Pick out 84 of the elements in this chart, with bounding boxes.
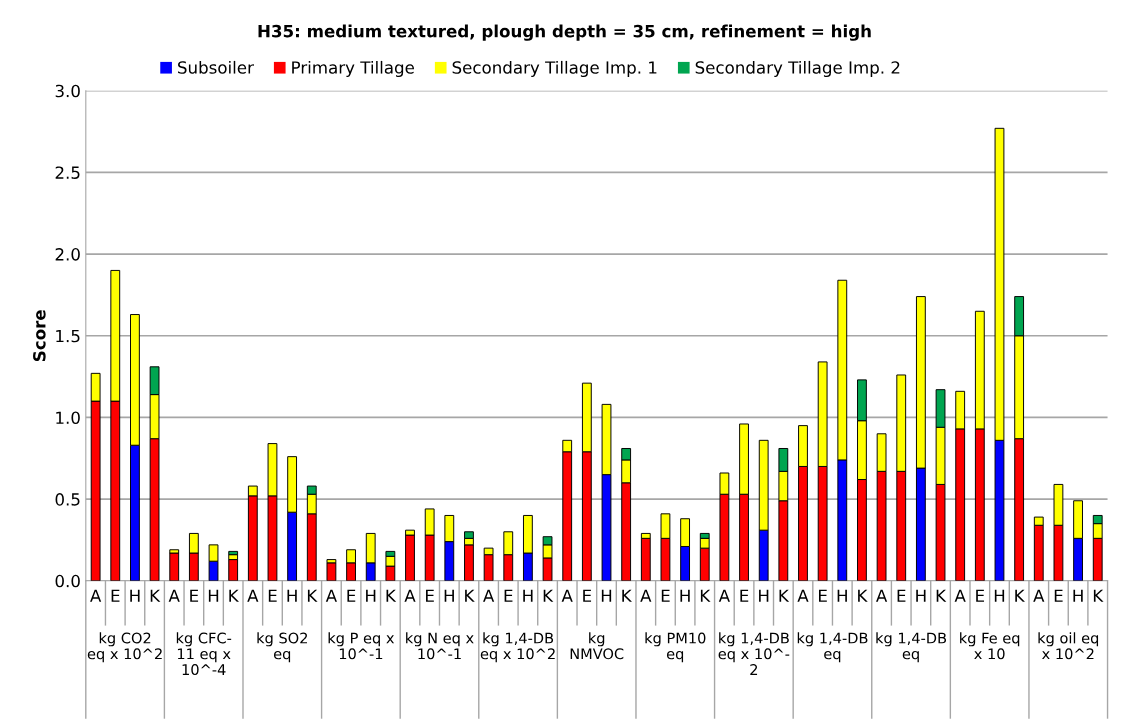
x-tick-label: A bbox=[483, 589, 495, 602]
x-tick-label: A bbox=[718, 589, 730, 602]
text: kg NMVOC bbox=[570, 632, 624, 660]
y-tick-label: 2.0 bbox=[55, 248, 80, 261]
x-tick-label: A bbox=[640, 589, 652, 602]
x-tick-label: E bbox=[268, 589, 277, 602]
x-tick-label: A bbox=[561, 589, 573, 602]
x-tick-label: H bbox=[601, 589, 612, 602]
legend-label: Primary Tillage bbox=[292, 60, 414, 78]
x-tick-label: K bbox=[622, 589, 632, 602]
x-tick-label: A bbox=[797, 589, 809, 602]
x-tick-label: K bbox=[543, 589, 554, 602]
text: kg oil eq x 10^2 bbox=[1038, 632, 1099, 660]
x-tick-label: E bbox=[976, 589, 985, 602]
text: kg 1,4-DB eq bbox=[797, 632, 868, 663]
legend-label: Subsoiler bbox=[178, 60, 254, 74]
x-tick-label: H bbox=[130, 589, 140, 602]
y-tick-label: 0.5 bbox=[55, 493, 80, 506]
x-tick-label: H bbox=[837, 589, 847, 602]
x-tick-label: H bbox=[680, 589, 690, 602]
x-tick-label: H bbox=[523, 589, 533, 602]
x-tick-label: A bbox=[325, 589, 337, 602]
x-tick-label: E bbox=[819, 589, 827, 602]
x-tick-label: K bbox=[465, 589, 475, 602]
x-tick-label: H bbox=[916, 589, 926, 602]
bar bbox=[405, 534, 415, 581]
x-tick-label: H bbox=[1073, 589, 1083, 602]
y-tick-label: 1.5 bbox=[56, 329, 80, 343]
text: kg 1,4-DB eq bbox=[876, 632, 947, 663]
x-tick-label: E bbox=[190, 589, 199, 602]
x-tick-label: E bbox=[347, 589, 356, 602]
x-tick-label: H bbox=[208, 589, 219, 602]
text: kg P eq x 10^-1 bbox=[328, 632, 395, 660]
x-tick-label: E bbox=[504, 589, 513, 602]
text: kg 1,4-DB eq x 10^2 bbox=[480, 632, 555, 663]
x-tick-label: H bbox=[759, 589, 769, 602]
bar bbox=[169, 552, 180, 581]
bar bbox=[326, 562, 337, 581]
x-tick-label: A bbox=[247, 589, 259, 602]
x-tick-label: A bbox=[404, 589, 416, 602]
x-tick-label: E bbox=[740, 589, 749, 602]
x-tick-label: A bbox=[168, 589, 180, 602]
bar bbox=[640, 537, 651, 581]
y-axis-title: Score bbox=[33, 310, 46, 362]
x-tick-label: E bbox=[1054, 589, 1063, 602]
x-tick-label: K bbox=[779, 589, 790, 602]
text: kg Fe eq x 10 bbox=[960, 632, 1020, 660]
bar bbox=[228, 559, 239, 581]
text: kg CO2 eq x 10^2 bbox=[87, 632, 162, 663]
y-tick-label: 1.0 bbox=[56, 411, 80, 425]
legend-label: Secondary Tillage Imp. 2 bbox=[695, 60, 900, 78]
text: kg N eq x 10^-1 bbox=[406, 632, 474, 660]
x-tick-label: H bbox=[994, 589, 1005, 602]
x-tick-label: K bbox=[936, 589, 947, 602]
x-tick-label: K bbox=[150, 589, 161, 602]
x-tick-label: A bbox=[876, 589, 888, 602]
y-tick-label: 3.0 bbox=[55, 84, 80, 98]
text: kg CFC- 11 eq x 10^-4 bbox=[176, 632, 232, 676]
x-tick-label: K bbox=[229, 589, 239, 602]
x-tick-label: E bbox=[111, 589, 120, 602]
x-tick-label: K bbox=[700, 589, 711, 602]
x-tick-label: E bbox=[661, 589, 670, 602]
y-tick-label: 0.0 bbox=[55, 574, 80, 588]
x-tick-label: E bbox=[426, 589, 434, 602]
text: kg 1,4-DB eq x 10^- 2 bbox=[718, 632, 790, 675]
text: kg SO2 eq bbox=[257, 632, 308, 663]
x-tick-label: A bbox=[1033, 589, 1045, 602]
chart-title: H35: medium textured, plough depth = 35 cm, refinement = high bbox=[258, 24, 871, 41]
x-tick-label: K bbox=[386, 589, 397, 602]
x-tick-label: K bbox=[1093, 589, 1104, 602]
x-tick-label: E bbox=[897, 589, 906, 602]
x-tick-label: A bbox=[954, 589, 966, 602]
x-tick-label: A bbox=[90, 589, 102, 602]
x-tick-label: K bbox=[307, 589, 318, 602]
x-tick-label: K bbox=[858, 589, 868, 602]
y-tick-label: 2.5 bbox=[55, 166, 80, 179]
x-tick-label: H bbox=[287, 589, 297, 602]
x-tick-label: H bbox=[444, 589, 454, 602]
x-tick-label: K bbox=[1015, 589, 1025, 602]
bar bbox=[228, 550, 239, 556]
x-tick-label: E bbox=[583, 589, 592, 602]
legend-label: Secondary Tillage Imp. 1 bbox=[452, 60, 657, 78]
text: kg PM10 eq bbox=[645, 632, 706, 663]
x-tick-label: H bbox=[366, 589, 376, 602]
